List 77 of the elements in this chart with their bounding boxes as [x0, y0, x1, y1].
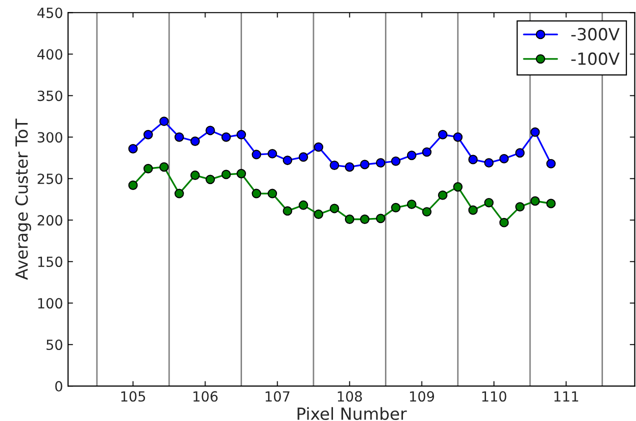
x-tick-label: 108: [338, 391, 362, 402]
point: [438, 190, 448, 200]
point: [159, 162, 169, 172]
y-tick-label: 100: [38, 298, 62, 309]
point: [391, 202, 401, 212]
point: [314, 142, 324, 152]
point: [298, 152, 308, 162]
point: [314, 210, 324, 219]
point: [468, 205, 478, 215]
point: [330, 160, 340, 170]
y-tick-label: 0: [55, 381, 62, 392]
point: [190, 136, 200, 146]
point: [391, 156, 401, 166]
point: [236, 130, 246, 140]
point: [174, 132, 184, 142]
point: [252, 150, 262, 160]
y-tick-label: 150: [38, 256, 62, 268]
point: [143, 164, 153, 174]
point: [268, 188, 278, 198]
point: [206, 174, 215, 184]
y-tick-label: 450: [37, 8, 62, 18]
point: [128, 144, 138, 154]
point: [330, 204, 340, 214]
x-tick-label: 107: [266, 391, 290, 402]
point: [236, 168, 246, 178]
point: [438, 130, 448, 140]
point: [499, 218, 509, 228]
point: [530, 127, 540, 137]
point: [406, 200, 416, 210]
point: [344, 214, 354, 224]
point: [515, 148, 525, 158]
x-tick-label: 111: [554, 391, 578, 402]
point: [499, 154, 509, 164]
y-tick-label: 250: [38, 174, 62, 184]
point: [406, 150, 416, 160]
x-tick-label: 109: [410, 391, 434, 402]
x-tick-label: 106: [193, 391, 218, 402]
point: [376, 158, 386, 168]
y-tick-label: 50: [46, 340, 62, 350]
x-axis-title: Pixel Number: [298, 407, 407, 420]
point: [282, 206, 292, 216]
point: [468, 154, 478, 164]
y-tick-label: 400: [37, 49, 62, 60]
y-tick-label: 200: [38, 215, 62, 226]
y-tick-label: 350: [38, 90, 62, 102]
legend-label: -100V: [571, 52, 620, 65]
point: [190, 170, 200, 180]
point: [159, 116, 169, 126]
point: [174, 188, 184, 198]
point: [298, 200, 308, 210]
point: [453, 132, 463, 142]
point: [515, 202, 525, 212]
point: [282, 156, 292, 166]
point: [360, 160, 370, 170]
point: [530, 196, 540, 206]
x-tick-label: 110: [482, 391, 506, 402]
point: [376, 214, 386, 224]
point: [484, 198, 494, 208]
point: [546, 198, 556, 208]
point: [453, 182, 463, 192]
point: [206, 126, 215, 136]
point: [128, 180, 138, 190]
point: [221, 132, 231, 142]
y-axis-title: Average Custer ToT: [15, 118, 32, 280]
point: [422, 147, 432, 157]
point: [221, 170, 231, 180]
point: [422, 207, 432, 217]
y-tick-label: 300: [38, 132, 62, 143]
legend-label: -300V: [571, 28, 620, 41]
point: [268, 148, 278, 158]
point: [344, 162, 354, 172]
point: [252, 188, 262, 198]
x-tick-label: 105: [121, 391, 146, 402]
point: [546, 158, 556, 168]
point: [360, 214, 370, 224]
point: [484, 158, 494, 168]
point: [143, 130, 153, 140]
